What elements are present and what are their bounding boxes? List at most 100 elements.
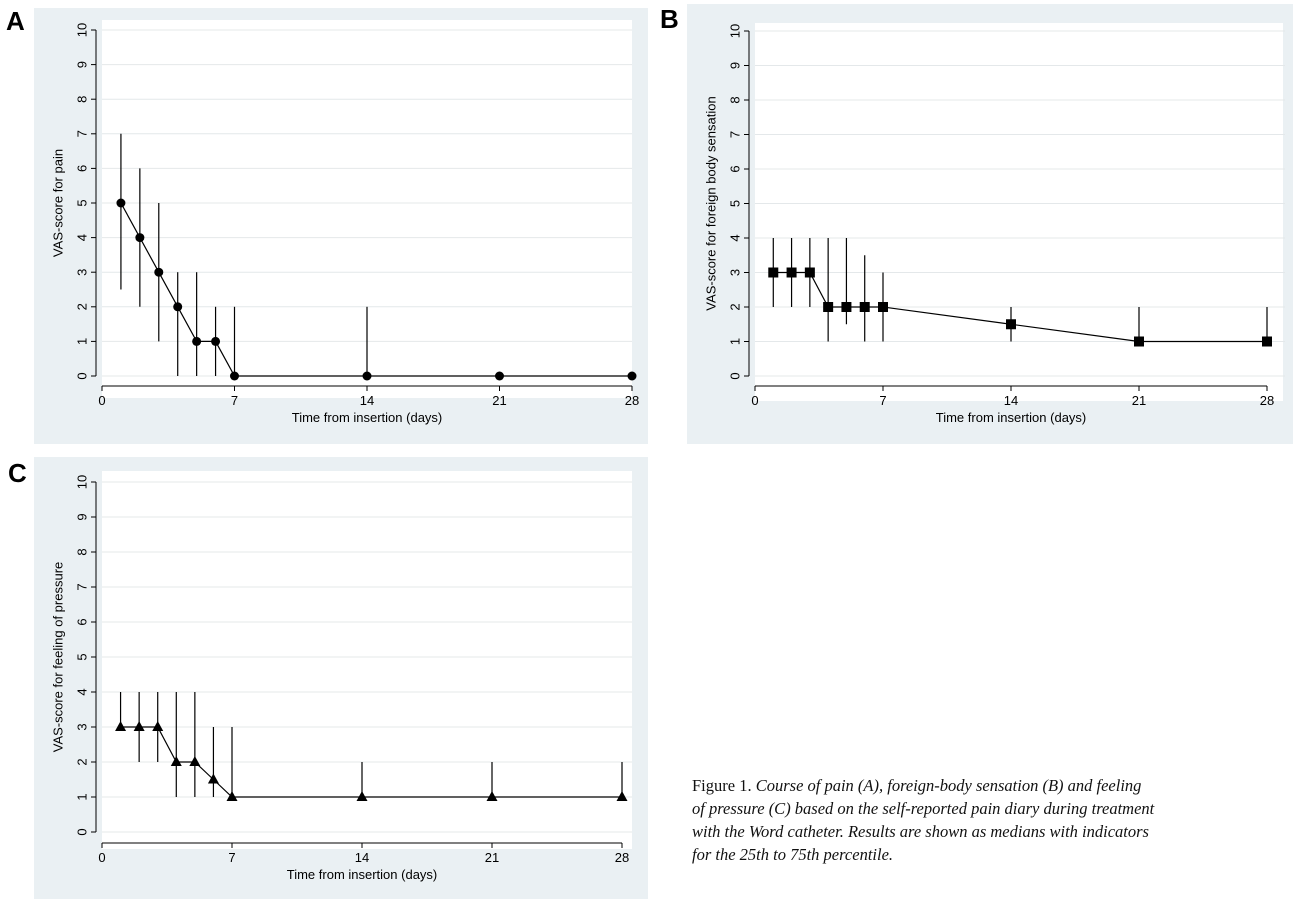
chart-b-point bbox=[768, 267, 779, 278]
chart-a-svg: 0 1 2 3 4 5 6 7 8 9 10 0 7 14 21 28 VAS-score for pain Ti… bbox=[51, 20, 639, 425]
chart-b-point bbox=[823, 302, 834, 312]
chart-a-x-tick-label: 14 bbox=[360, 393, 374, 408]
chart-b-y-tick-label: 4 bbox=[728, 234, 743, 241]
chart-c-x-axis-title: Time from insertion (days) bbox=[287, 867, 438, 882]
chart-c-y-tick-label: 9 bbox=[75, 513, 90, 520]
panel-label-a: A bbox=[6, 6, 25, 36]
chart-a-point bbox=[495, 371, 504, 381]
chart-a-x-tick-label: 28 bbox=[625, 393, 639, 408]
chart-c-point bbox=[170, 756, 182, 766]
chart-a-y-tick-label: 9 bbox=[75, 61, 90, 68]
chart-b-x-tick-label: 7 bbox=[879, 393, 886, 408]
caption-text-2: of pressure (C) based on the self-report… bbox=[692, 799, 1155, 818]
caption-text-1: Course of pain (A), foreign-body sensati… bbox=[755, 776, 1142, 795]
chart-a-x-tick-label: 7 bbox=[231, 393, 238, 408]
chart-a-point bbox=[173, 302, 183, 312]
chart-b-y-tick-label: 7 bbox=[728, 131, 743, 138]
chart-b-x-tick-label: 14 bbox=[1004, 393, 1018, 408]
chart-a-y-tick-label: 2 bbox=[75, 303, 90, 310]
chart-c-y-tick-label: 7 bbox=[75, 583, 90, 590]
caption-line-3: with the Word catheter. Results are show… bbox=[692, 820, 1292, 843]
chart-b-y-tick-label: 9 bbox=[728, 62, 743, 69]
chart-b-point bbox=[859, 302, 870, 312]
chart-b-point bbox=[841, 302, 852, 312]
chart-b-point bbox=[786, 267, 797, 278]
chart-b-y-tick-label: 1 bbox=[728, 338, 743, 345]
chart-b-y-tick-label: 3 bbox=[728, 269, 743, 276]
chart-b-plot-area bbox=[755, 23, 1283, 401]
chart-b-median-line bbox=[773, 271, 1267, 343]
chart-a-point bbox=[362, 371, 372, 381]
chart-a-point bbox=[154, 267, 164, 277]
chart-c-y-axis-title: VAS-score for feeling of pressure bbox=[51, 562, 66, 753]
figure-caption: Figure 1. Course of pain (A), foreign-bo… bbox=[692, 774, 1292, 889]
chart-b-x-axis-title: Time from insertion (days) bbox=[936, 410, 1087, 425]
chart-a-point bbox=[627, 371, 637, 381]
panel-label-b: B bbox=[660, 4, 679, 34]
chart-panel-b: 0 1 2 3 4 5 6 7 8 9 10 0 7 14 21 28 VAS-score for foreig… bbox=[687, 4, 1293, 444]
chart-c-x-tick-label: 0 bbox=[98, 850, 105, 865]
chart-panel-c: 0 1 2 3 4 5 6 7 8 9 10 0 7 14 21 28 VAS-score for feelin… bbox=[34, 457, 648, 899]
chart-c-plot-area bbox=[102, 471, 632, 849]
caption-label: Figure 1. bbox=[692, 776, 752, 795]
chart-c-x-tick-label: 14 bbox=[355, 850, 369, 865]
caption-text-4: for the 25th to 75th percentile. bbox=[692, 845, 894, 864]
chart-a-y-tick-label: 0 bbox=[75, 372, 90, 379]
chart-a-y-tick-label: 7 bbox=[75, 130, 90, 137]
chart-a-y-tick-label: 5 bbox=[75, 199, 90, 206]
chart-a-y-tick-label: 10 bbox=[75, 23, 90, 37]
chart-a-y-tick-label: 4 bbox=[75, 234, 90, 241]
chart-b-y-tick-label: 0 bbox=[728, 372, 743, 379]
chart-c-point bbox=[115, 721, 127, 731]
chart-b-y-axis-title: VAS-score for foreign body sensation bbox=[704, 96, 719, 310]
chart-a-point bbox=[192, 336, 202, 346]
chart-b-point bbox=[1262, 336, 1272, 347]
chart-c-point bbox=[486, 791, 498, 801]
chart-c-point bbox=[226, 791, 238, 801]
chart-c-svg: 0 1 2 3 4 5 6 7 8 9 10 0 7 14 21 28 VAS-score for feelin… bbox=[51, 471, 632, 882]
chart-a-y-axis-title: VAS-score for pain bbox=[51, 149, 66, 257]
chart-b-svg: 0 1 2 3 4 5 6 7 8 9 10 0 7 14 21 28 VAS-score for foreig… bbox=[704, 23, 1285, 425]
chart-c-y-tick-label: 10 bbox=[75, 475, 90, 489]
chart-c-point bbox=[616, 791, 628, 801]
chart-c-median-line bbox=[120, 726, 622, 798]
chart-b-y-tick-label: 6 bbox=[728, 165, 743, 172]
chart-b-point bbox=[1134, 336, 1144, 347]
caption-line-1: Figure 1. Course of pain (A), foreign-bo… bbox=[692, 774, 1292, 797]
chart-c-y-tick-label: 6 bbox=[75, 618, 90, 625]
chart-a-point bbox=[211, 336, 221, 346]
chart-c-y-tick-label: 2 bbox=[75, 758, 90, 765]
caption-line-2: of pressure (C) based on the self-report… bbox=[692, 797, 1292, 820]
chart-c-point bbox=[152, 721, 164, 731]
chart-b-point bbox=[804, 267, 815, 278]
chart-b-x-tick-label: 0 bbox=[751, 393, 758, 408]
chart-b-x-tick-label: 21 bbox=[1132, 393, 1146, 408]
chart-b-y-tick-label: 8 bbox=[728, 96, 743, 103]
chart-a-point bbox=[116, 198, 126, 208]
chart-a-point bbox=[135, 233, 145, 243]
chart-a-y-tick-label: 6 bbox=[75, 165, 90, 172]
chart-a-x-axis-title: Time from insertion (days) bbox=[292, 410, 443, 425]
chart-a-point bbox=[230, 371, 239, 381]
chart-c-point bbox=[356, 791, 368, 801]
caption-line-4: for the 25th to 75th percentile. bbox=[692, 843, 1292, 866]
chart-c-point bbox=[207, 773, 219, 784]
chart-c-y-tick-label: 0 bbox=[75, 828, 90, 835]
chart-c-x-tick-label: 28 bbox=[615, 850, 629, 865]
chart-a-median-line bbox=[120, 202, 632, 377]
chart-c-x-tick-label: 7 bbox=[228, 850, 235, 865]
caption-text-3: with the Word catheter. Results are show… bbox=[692, 822, 1149, 841]
chart-b-y-tick-label: 10 bbox=[728, 24, 743, 38]
chart-panel-a: 0 1 2 3 4 5 6 7 8 9 10 0 7 14 21 28 VAS-score for pain Ti… bbox=[34, 8, 648, 444]
chart-c-y-tick-label: 5 bbox=[75, 653, 90, 660]
chart-c-y-tick-label: 1 bbox=[75, 793, 90, 800]
chart-c-y-tick-label: 3 bbox=[75, 723, 90, 730]
panel-label-c: C bbox=[8, 458, 27, 488]
chart-c-point bbox=[133, 721, 145, 731]
chart-c-point bbox=[189, 756, 201, 766]
chart-b-point bbox=[878, 302, 888, 312]
chart-a-y-tick-label: 3 bbox=[75, 269, 90, 276]
chart-a-x-tick-label: 21 bbox=[492, 393, 506, 408]
chart-a-x-tick-label: 0 bbox=[98, 393, 105, 408]
chart-b-y-tick-label: 5 bbox=[728, 200, 743, 207]
